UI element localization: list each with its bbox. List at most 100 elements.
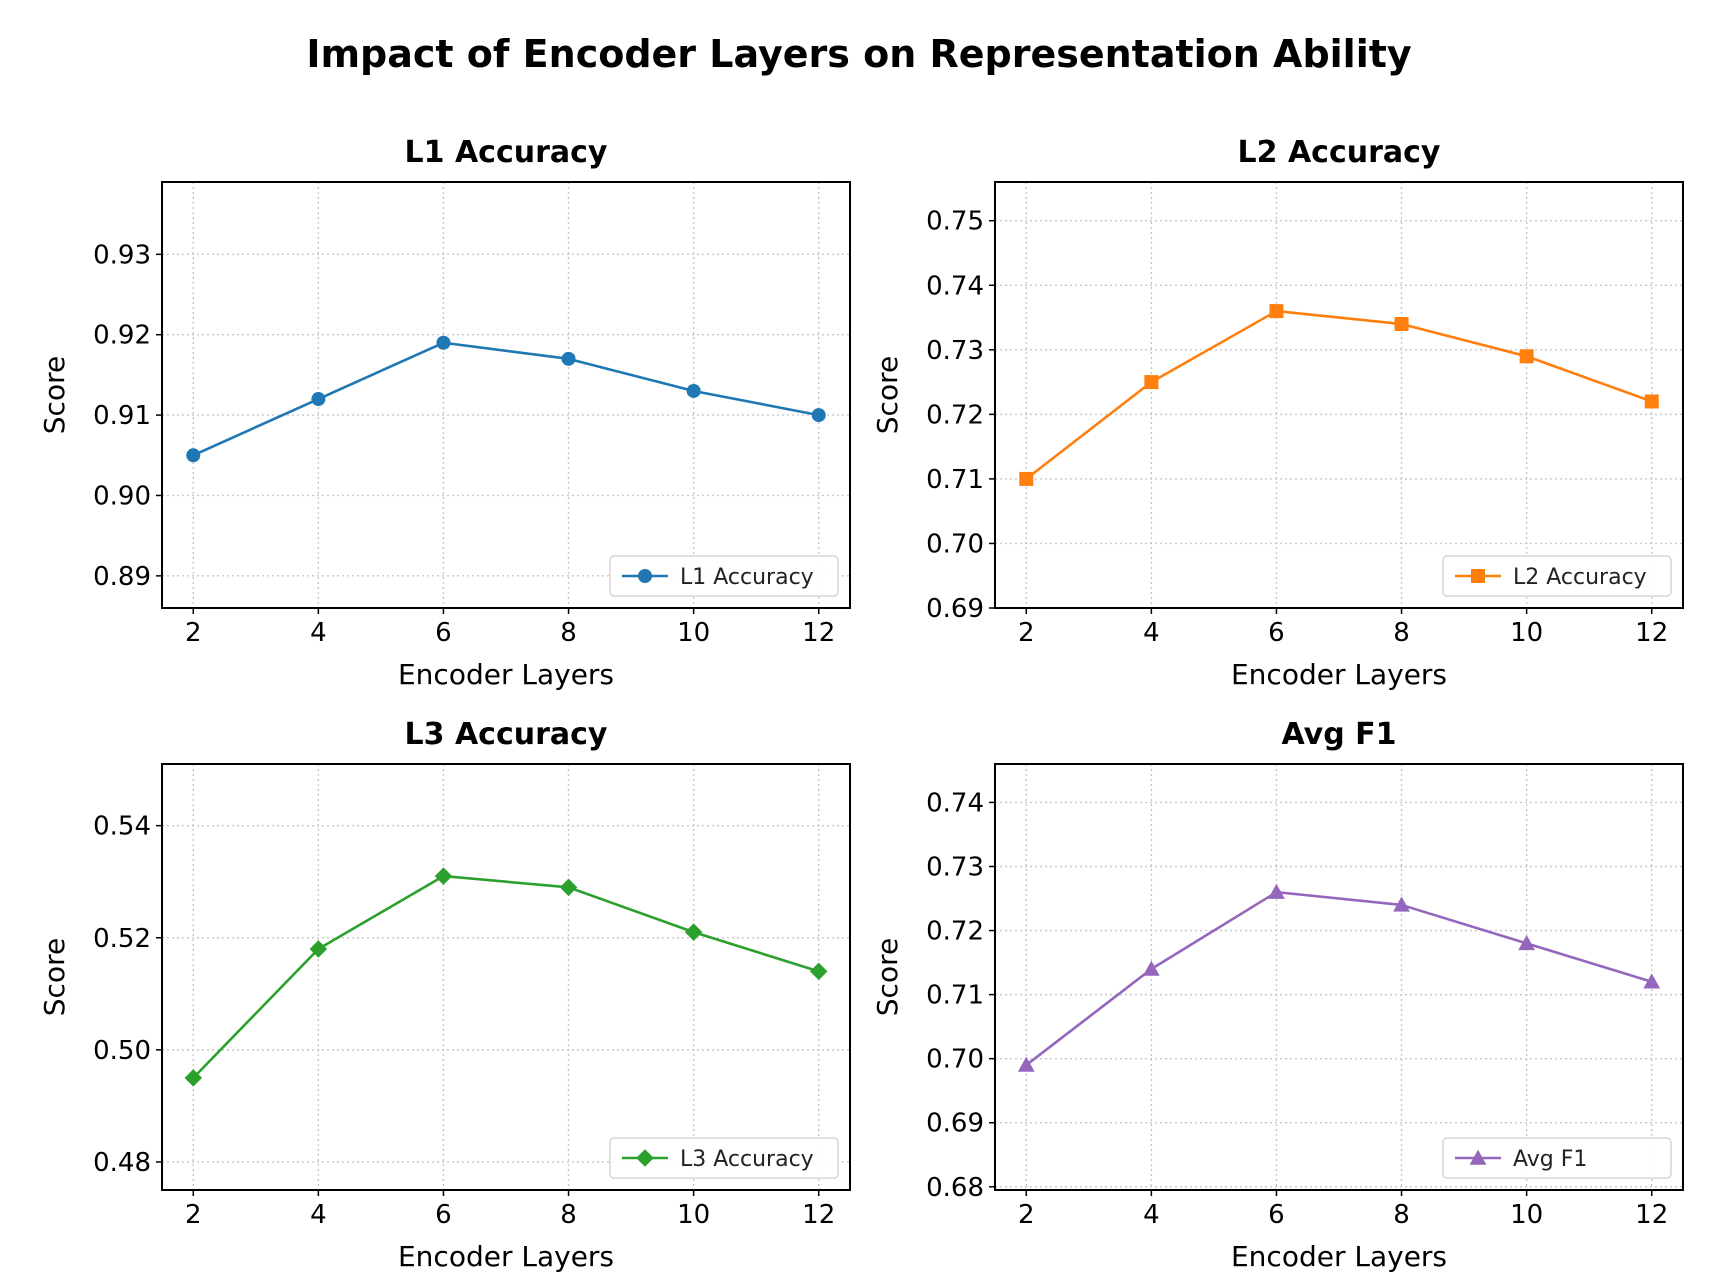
legend-marker — [1469, 1149, 1487, 1165]
x-tick-label: 2 — [1018, 1200, 1035, 1230]
x-tick-label: 12 — [802, 618, 835, 648]
y-axis-label: Score — [38, 938, 71, 1016]
legend-box — [609, 1137, 839, 1179]
subplot-title: L1 Accuracy — [405, 135, 608, 170]
data-point — [1519, 349, 1534, 364]
y-tick-label: 0.69 — [926, 1109, 984, 1139]
data-point — [811, 408, 826, 423]
x-tick-label: 2 — [1018, 618, 1035, 648]
data-point — [1644, 394, 1659, 409]
y-tick-label: 0.89 — [93, 562, 151, 592]
y-tick-label: 0.71 — [926, 981, 984, 1011]
y-tick-label: 0.48 — [93, 1148, 151, 1178]
series-line — [1025, 309, 1653, 480]
data-point — [686, 383, 701, 398]
series-line — [1025, 890, 1653, 1067]
legend-marker — [1471, 569, 1485, 583]
plot-frame — [994, 763, 1684, 1191]
legend-label: L3 Accuracy — [680, 1147, 814, 1172]
legend-box — [1442, 555, 1672, 597]
figure-title: Impact of Encoder Layers on Representati… — [306, 32, 1412, 76]
plot-frame — [161, 181, 851, 609]
legend: L2 Accuracy — [1442, 555, 1672, 597]
x-tick-label: 6 — [435, 618, 452, 648]
data-point — [436, 335, 451, 350]
data-point — [684, 923, 703, 941]
y-tick-label: 0.54 — [93, 812, 151, 842]
legend-box — [1442, 1137, 1672, 1179]
y-tick-label: 0.72 — [926, 917, 984, 947]
data-point — [186, 448, 201, 463]
data-point — [434, 867, 453, 885]
x-axis-label: Encoder Layers — [1231, 1240, 1447, 1273]
y-tick-label: 0.70 — [926, 1045, 984, 1075]
y-tick-label: 0.50 — [93, 1036, 151, 1066]
y-axis-label: Score — [871, 356, 904, 434]
data-point — [1142, 960, 1160, 976]
x-tick-label: 6 — [1268, 618, 1285, 648]
subplot-title: L3 Accuracy — [405, 717, 608, 752]
y-tick-label: 0.90 — [93, 481, 151, 511]
legend-label: Avg F1 — [1513, 1147, 1587, 1172]
data-point — [1269, 304, 1284, 319]
x-tick-label: 6 — [435, 1200, 452, 1230]
data-point — [1643, 973, 1661, 989]
x-tick-label: 8 — [560, 1200, 577, 1230]
x-tick-label: 2 — [185, 618, 202, 648]
data-point — [1518, 934, 1536, 951]
subplot-title: Avg F1 — [1282, 717, 1397, 752]
legend: L1 Accuracy — [609, 555, 839, 597]
legend-label: L2 Accuracy — [1513, 565, 1647, 590]
data-point — [1394, 317, 1409, 331]
data-point — [1019, 471, 1034, 486]
data-point — [561, 351, 576, 366]
x-tick-label: 4 — [310, 1200, 327, 1230]
x-tick-label: 8 — [560, 618, 577, 648]
y-tick-label: 0.75 — [926, 207, 984, 237]
x-tick-label: 10 — [1510, 618, 1543, 648]
x-tick-label: 4 — [1143, 618, 1160, 648]
x-tick-label: 10 — [1510, 1200, 1543, 1230]
legend-label: L1 Accuracy — [680, 565, 814, 590]
data-point — [1393, 896, 1410, 912]
y-tick-label: 0.74 — [926, 788, 984, 818]
legend-marker — [636, 1149, 654, 1167]
series-line — [192, 341, 819, 457]
y-tick-label: 0.52 — [93, 924, 151, 954]
x-tick-label: 12 — [1635, 618, 1668, 648]
x-tick-label: 6 — [1268, 1200, 1285, 1230]
y-tick-label: 0.91 — [93, 401, 151, 431]
y-tick-label: 0.93 — [93, 240, 151, 270]
data-point — [1268, 883, 1285, 899]
x-tick-label: 12 — [1635, 1200, 1668, 1230]
subplot-4: 2 4 6 8 10 12 0.68 0.69 0.70 0.71 0.72 0.73 0.74 Avg … — [871, 717, 1684, 1273]
subplot-title: L2 Accuracy — [1238, 135, 1441, 170]
data-point — [559, 878, 578, 897]
legend: L3 Accuracy — [609, 1137, 839, 1179]
series-line — [192, 874, 820, 1079]
y-axis-label: Score — [871, 938, 904, 1016]
y-axis-label: Score — [38, 356, 71, 434]
data-point — [1017, 1056, 1035, 1072]
legend-marker — [638, 569, 652, 583]
subplot-grid: 2 4 6 8 10 12 0.89 0.90 0.91 0.92 0.93 L1 Accuracy E… — [38, 135, 1684, 1273]
x-tick-label: 2 — [185, 1200, 202, 1230]
y-tick-label: 0.68 — [926, 1173, 984, 1203]
legend-box — [609, 555, 839, 597]
x-tick-label: 12 — [802, 1200, 835, 1230]
y-tick-label: 0.70 — [926, 529, 984, 559]
x-tick-label: 10 — [677, 1200, 710, 1230]
x-tick-label: 8 — [1393, 1200, 1410, 1230]
x-tick-label: 8 — [1393, 618, 1410, 648]
subplot-1: 2 4 6 8 10 12 0.89 0.90 0.91 0.92 0.93 L1 Accuracy E… — [38, 135, 851, 691]
y-tick-label: 0.92 — [93, 321, 151, 351]
x-tick-label: 10 — [677, 618, 710, 648]
y-tick-label: 0.69 — [926, 594, 984, 624]
y-tick-label: 0.73 — [926, 852, 984, 882]
x-axis-label: Encoder Layers — [1231, 658, 1447, 691]
y-tick-label: 0.73 — [926, 336, 984, 366]
plot-frame — [994, 181, 1684, 609]
legend: Avg F1 — [1442, 1137, 1672, 1179]
x-axis-label: Encoder Layers — [398, 1240, 614, 1273]
